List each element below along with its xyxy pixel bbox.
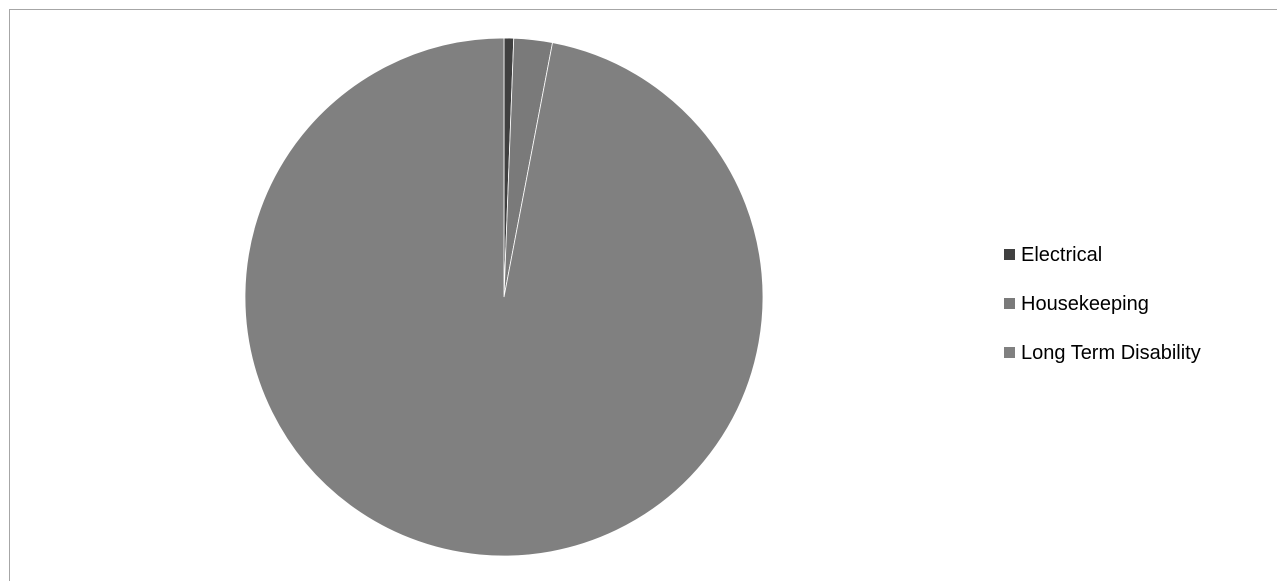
legend: Electrical Housekeeping Long Term Disabi…	[1004, 230, 1264, 377]
legend-item-electrical: Electrical	[1004, 230, 1264, 279]
legend-swatch-electrical	[1004, 249, 1015, 260]
pie-slice-long-term-disability	[244, 37, 764, 557]
legend-swatch-housekeeping	[1004, 298, 1015, 309]
legend-item-housekeeping: Housekeeping	[1004, 279, 1264, 328]
legend-label-long-term-disability: Long Term Disability	[1021, 341, 1201, 364]
legend-item-long-term-disability: Long Term Disability	[1004, 328, 1264, 377]
pie-slices	[244, 37, 764, 557]
legend-swatch-long-term-disability	[1004, 347, 1015, 358]
legend-label-housekeeping: Housekeeping	[1021, 292, 1149, 315]
legend-label-electrical: Electrical	[1021, 243, 1103, 266]
